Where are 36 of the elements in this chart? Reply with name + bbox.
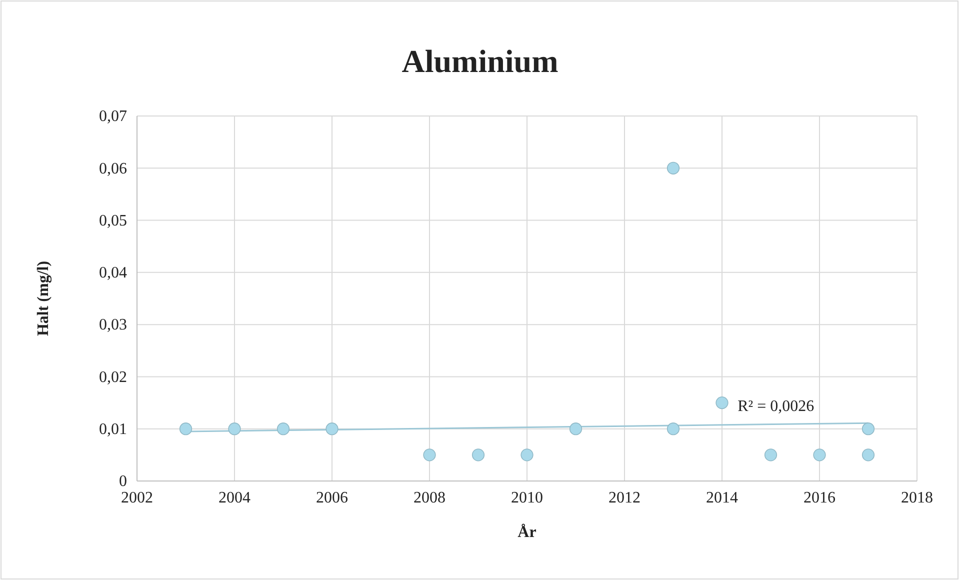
- point: [520, 448, 534, 462]
- x-tick-label: 2010: [511, 489, 543, 506]
- point: [813, 448, 826, 462]
- point: [326, 422, 338, 436]
- x-tick-label: 2006: [316, 489, 348, 506]
- x-axis-title: År: [518, 523, 536, 541]
- y-tick-label: 0,06: [99, 160, 127, 178]
- x-tick-label: 2002: [121, 489, 153, 506]
- y-tick-label: 0,01: [99, 420, 127, 438]
- x-tick-label: 2014: [706, 489, 738, 506]
- point: [666, 162, 680, 174]
- point: [569, 422, 582, 436]
- y-tick-label: 0: [119, 473, 127, 490]
- x-tick-label: 2016: [804, 489, 836, 506]
- x-tick-label: 2018: [901, 489, 933, 506]
- point: [764, 448, 778, 462]
- y-axis-title: Halt (mg/l): [35, 260, 52, 336]
- point: [666, 422, 680, 436]
- point: [862, 422, 875, 436]
- point: [423, 448, 436, 462]
- point: [179, 422, 192, 436]
- y-tick-label: 0,03: [99, 316, 127, 334]
- y-tick-label: 0,07: [99, 108, 127, 126]
- x-tick-label: 2004: [218, 489, 250, 506]
- y-tick-label: 0,05: [99, 212, 127, 230]
- chart-title: Aluminium: [402, 43, 559, 79]
- x-tick-label: 2008: [414, 489, 446, 506]
- point: [276, 422, 290, 436]
- x-tick-label: 2012: [608, 489, 640, 506]
- y-tick-label: 0,02: [99, 368, 127, 386]
- y-tick-label: 0,04: [99, 264, 127, 282]
- point: [716, 396, 728, 410]
- point: [862, 448, 875, 462]
- point: [228, 422, 241, 436]
- point: [472, 448, 485, 462]
- annotation: R² = 0,0026: [738, 398, 814, 416]
